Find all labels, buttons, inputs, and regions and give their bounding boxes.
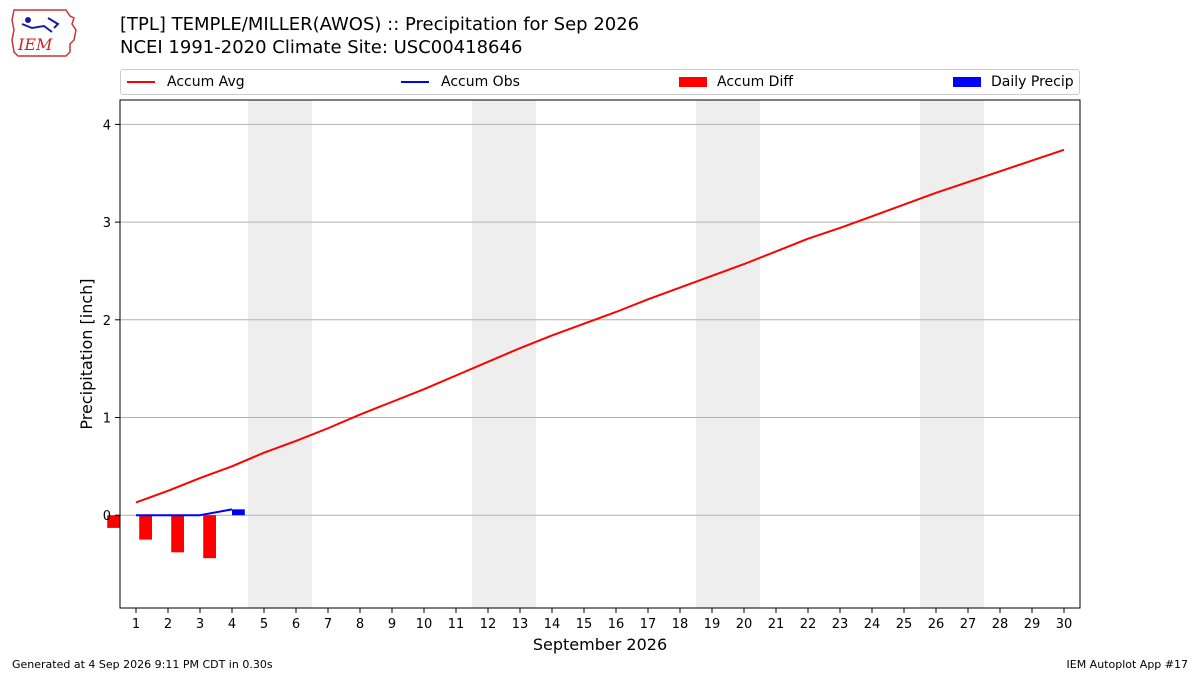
legend-label-accum-diff: Accum Diff	[717, 74, 794, 90]
x-tick-label: 1	[132, 617, 140, 632]
x-tick-label: 6	[292, 617, 300, 632]
footer-generated: Generated at 4 Sep 2026 9:11 PM CDT in 0…	[12, 658, 273, 671]
weekend-shading	[248, 100, 984, 608]
title-line-1: [TPL] TEMPLE/MILLER(AWOS) :: Precipitati…	[120, 14, 640, 35]
legend-item-accum-diff: Accum Diff	[679, 70, 793, 94]
x-tick-label: 27	[960, 617, 977, 632]
weekend-band	[248, 100, 312, 608]
logo-text: IEM	[17, 35, 53, 54]
x-tick-label: 21	[768, 617, 785, 632]
iem-logo: IEM	[11, 9, 77, 57]
x-tick-label: 12	[480, 617, 497, 632]
title-line-2: NCEI 1991-2020 Climate Site: USC00418646	[120, 37, 523, 58]
x-tick-label: 18	[672, 617, 689, 632]
x-tick-label: 11	[448, 617, 465, 632]
accum-obs-line	[136, 508, 233, 517]
weekend-band	[920, 100, 984, 608]
series-lines	[135, 148, 1065, 517]
x-tick-label: 10	[416, 617, 433, 632]
weekend-band	[696, 100, 760, 608]
legend-swatch-accum-obs	[401, 81, 429, 83]
legend-label-daily-precip: Daily Precip	[991, 74, 1074, 90]
legend-swatch-accum-diff	[679, 77, 707, 87]
x-tick-label: 5	[260, 617, 268, 632]
x-tick-label: 30	[1056, 617, 1073, 632]
legend-item-accum-avg: Accum Avg	[127, 70, 245, 94]
x-tick-label: 23	[832, 617, 849, 632]
legend-swatch-accum-avg	[127, 81, 155, 83]
x-tick-label: 29	[1024, 617, 1041, 632]
x-tick-label: 13	[512, 617, 529, 632]
x-tick-label: 3	[196, 617, 204, 632]
x-axis-ticks: 1 2 3 4 5 6 7 8 9 10 11 12 13 14 15 16 17 18 19 20 21 22 23 24 2…	[132, 608, 1072, 632]
accum-avg-line	[135, 148, 1065, 504]
x-tick-label: 20	[736, 617, 753, 632]
x-tick-label: 25	[896, 617, 913, 632]
y-tick-label: 2	[103, 314, 111, 329]
x-tick-label: 16	[608, 617, 625, 632]
accum-diff-bar	[139, 515, 152, 540]
x-tick-label: 15	[576, 617, 593, 632]
y-tick-label: 4	[103, 118, 111, 133]
accum-diff-bar	[107, 515, 120, 528]
legend-label-accum-obs: Accum Obs	[441, 74, 520, 90]
x-tick-label: 22	[800, 617, 817, 632]
x-tick-label: 8	[356, 617, 364, 632]
x-tick-label: 19	[704, 617, 721, 632]
chart-title: [TPL] TEMPLE/MILLER(AWOS) :: Precipitati…	[120, 13, 639, 59]
y-axis-label: Precipitation [inch]	[77, 278, 96, 429]
axes-frame	[119, 99, 1081, 609]
accum-diff-bar	[171, 515, 184, 553]
x-tick-label: 7	[324, 617, 332, 632]
footer-app-id: IEM Autoplot App #17	[1066, 658, 1189, 671]
accum-diff-bar	[203, 515, 216, 559]
x-tick-label: 9	[388, 617, 396, 632]
gridlines	[120, 123, 1080, 516]
x-tick-label: 4	[228, 617, 236, 632]
x-tick-label: 17	[640, 617, 657, 632]
y-tick-label: 1	[103, 412, 111, 427]
legend: Accum Avg Accum Obs Accum Diff Daily Pre…	[120, 69, 1080, 95]
x-tick-label: 14	[544, 617, 561, 632]
x-axis-label: September 2026	[533, 635, 667, 654]
x-tick-label: 26	[928, 617, 945, 632]
y-axis-ticks: 0 1 2 3 4	[103, 118, 120, 524]
x-tick-label: 28	[992, 617, 1009, 632]
legend-item-accum-obs: Accum Obs	[401, 70, 520, 94]
daily-precip-bar	[232, 509, 245, 516]
legend-swatch-daily-precip	[953, 77, 981, 87]
legend-item-daily-precip: Daily Precip	[953, 70, 1074, 94]
y-tick-label: 3	[103, 216, 111, 231]
legend-label-accum-avg: Accum Avg	[167, 74, 245, 90]
x-tick-label: 2	[164, 617, 172, 632]
x-tick-label: 24	[864, 617, 881, 632]
bars	[107, 509, 245, 559]
y-tick-label: 0	[103, 509, 111, 524]
